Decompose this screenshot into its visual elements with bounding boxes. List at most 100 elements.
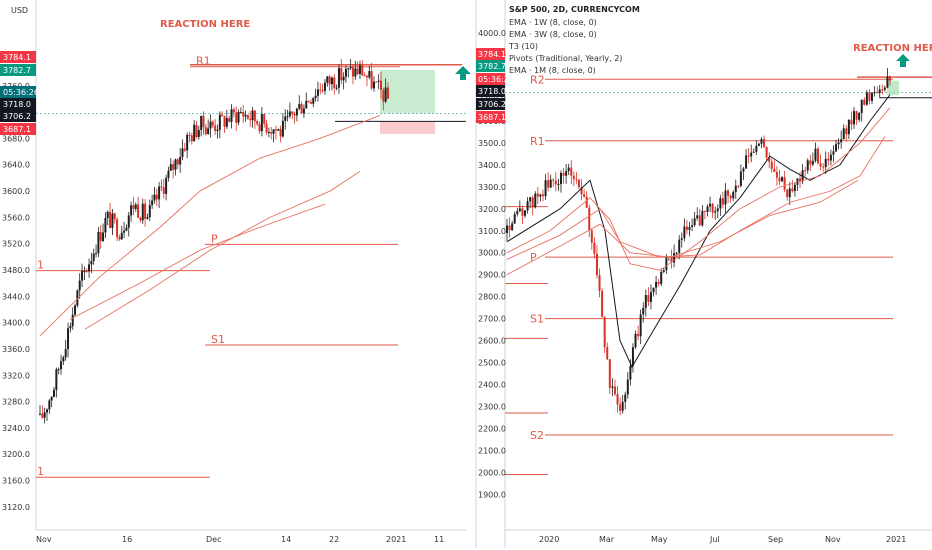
- left-candle-body: [50, 396, 53, 401]
- right-candle-body: [752, 151, 755, 153]
- left-candle-body: [246, 114, 249, 119]
- left-candle-body: [214, 125, 217, 131]
- left-candle-body: [351, 67, 354, 77]
- right-candle-body: [526, 201, 529, 211]
- right-y-tick-label: 2000.0: [478, 468, 506, 477]
- left-candle-body: [148, 205, 151, 218]
- right-candle-body: [516, 211, 519, 215]
- right-candle-body: [588, 207, 591, 231]
- left-candle-body: [300, 104, 303, 114]
- left-candle-body: [337, 68, 340, 88]
- right-price-badge: [476, 85, 505, 97]
- right-candle-body: [737, 185, 740, 187]
- left-candle-body: [53, 389, 56, 397]
- right-candle-body: [598, 275, 601, 291]
- left-candle-body: [309, 101, 312, 104]
- chart-title: S&P 500, 2D, CURRENCYCOM: [509, 5, 640, 14]
- right-candle-body: [739, 171, 742, 186]
- right-candle-body: [799, 178, 802, 182]
- right-candle-body: [547, 180, 550, 188]
- left-candle-body: [174, 159, 177, 170]
- left-x-tick-label: 11: [434, 535, 444, 544]
- left-candle-body: [305, 100, 308, 109]
- right-candle-body: [670, 256, 673, 263]
- left-candle-body: [113, 213, 116, 220]
- left-candle-body: [186, 134, 189, 151]
- right-candle-body: [837, 142, 840, 145]
- right-y-tick-label: 2700.0: [478, 315, 506, 324]
- right-candle-body: [637, 333, 640, 337]
- right-candle-body: [601, 290, 604, 318]
- left-candle-body: [265, 123, 268, 133]
- left-candle-body: [43, 412, 46, 418]
- right-candle-body: [508, 225, 511, 231]
- left-candle-body: [335, 87, 338, 89]
- left-up-arrow-icon: [455, 66, 471, 80]
- right-candle-body: [608, 359, 611, 388]
- left-candle-body: [230, 109, 233, 122]
- right-candle-body: [541, 194, 544, 197]
- left-candle-body: [356, 68, 359, 74]
- right-y-tick-label: 2500.0: [478, 359, 506, 368]
- right-candle-body: [763, 139, 766, 147]
- left-candle-body: [270, 131, 273, 134]
- left-candle-body: [188, 134, 191, 136]
- right-candle-body: [649, 292, 652, 302]
- right-candle-body: [829, 154, 832, 161]
- right-candle-body: [680, 238, 683, 240]
- right-candle-body: [652, 287, 655, 293]
- left-candle-body: [197, 129, 200, 137]
- right-candle-body: [881, 89, 884, 91]
- right-candle-body: [788, 188, 791, 198]
- right-candle-body: [868, 92, 871, 101]
- left-candle-body: [120, 232, 123, 240]
- left-candle-body: [132, 205, 135, 209]
- right-candle-body: [631, 347, 634, 366]
- left-candle-body: [71, 314, 74, 327]
- right-candle-body: [871, 92, 874, 101]
- left-price-badge: [0, 64, 36, 76]
- left-candle-body: [274, 129, 277, 131]
- right-candle-body: [755, 145, 758, 152]
- right-candle-body: [727, 190, 730, 196]
- right-y-tick-label: 3000.0: [478, 249, 506, 258]
- left-y-tick-label: 3400.0: [2, 319, 30, 328]
- left-candle-body: [209, 121, 212, 129]
- left-candle-body: [130, 205, 133, 216]
- left-candle-body: [85, 270, 88, 272]
- right-reaction-annotation: REACTION HERE: [853, 43, 932, 54]
- left-candle-body: [298, 104, 301, 109]
- right-candle-body: [824, 158, 827, 168]
- right-up-arrow-icon: [896, 54, 910, 67]
- left-candle-body: [90, 261, 93, 265]
- left-candle-body: [83, 270, 86, 272]
- left-candle-body: [69, 326, 72, 329]
- right-candle-body: [716, 208, 719, 212]
- left-price-badge-text: 3706.2: [3, 112, 31, 121]
- legend-t3: T3 (10): [508, 42, 538, 51]
- right-candle-body: [675, 252, 678, 254]
- left-candle-body: [67, 328, 70, 350]
- left-price-badge-text: 3784.1: [3, 53, 31, 62]
- right-candle-body: [770, 161, 773, 169]
- right-candle-body: [634, 333, 637, 348]
- right-candle-body: [626, 379, 629, 395]
- right-candle-body: [840, 139, 843, 143]
- right-pivot-label-s2: S2: [530, 429, 544, 442]
- left-candle-body: [279, 129, 282, 137]
- right-candle-body: [662, 270, 665, 272]
- right-candle-body: [603, 317, 606, 348]
- left-candle-body: [235, 112, 238, 123]
- right-candle-body: [523, 210, 526, 216]
- left-candle-body: [316, 89, 319, 96]
- left-candle-body: [358, 65, 361, 74]
- left-candle-body: [314, 95, 317, 98]
- right-candle-body: [616, 394, 619, 405]
- left-candle-body: [144, 203, 147, 219]
- left-candle-body: [190, 135, 193, 142]
- left-y-tick-label: 3360.0: [2, 345, 30, 354]
- right-price-badge-text: 05:36:26: [478, 75, 514, 84]
- left-candle-body: [204, 127, 207, 135]
- right-target-zone: [887, 80, 899, 96]
